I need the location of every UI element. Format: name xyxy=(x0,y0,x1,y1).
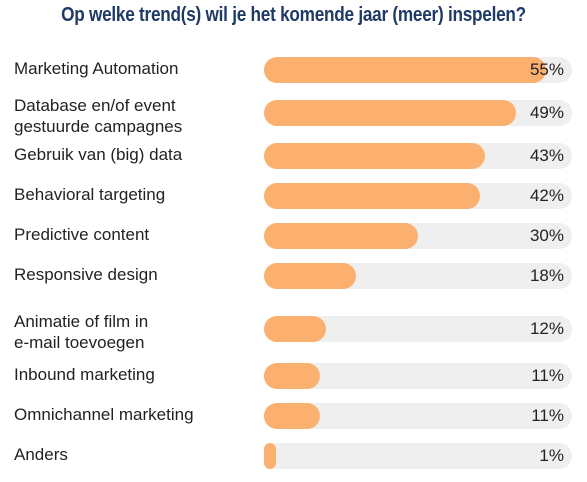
bar-label: Behavioral targeting xyxy=(14,185,166,204)
bar-value-label: 11% xyxy=(531,406,564,425)
bar-track xyxy=(264,363,572,389)
bar-row: Responsive design 18% xyxy=(0,260,587,302)
bar-label: Predictive content xyxy=(14,225,150,244)
bar-row: Omnichannel marketing 11% xyxy=(0,400,587,442)
bar xyxy=(264,403,321,429)
bar-label: Anders xyxy=(14,445,68,464)
chart-title: Op welke trend(s) wil je het komende jaa… xyxy=(61,4,526,26)
bar-value-label: 1% xyxy=(539,446,564,465)
bar-value-label: 30% xyxy=(529,226,564,245)
bar-value-label: 43% xyxy=(529,146,564,165)
bar-label: Inbound marketing xyxy=(14,365,155,384)
bar-value-label: 55% xyxy=(529,60,564,79)
bar xyxy=(264,363,321,389)
bar-track xyxy=(264,403,572,429)
bar-value-label: 49% xyxy=(529,103,564,122)
bar xyxy=(264,223,418,249)
bar-row: Gebruik van (big) data 43% xyxy=(0,140,587,182)
bar-row: Behavioral targeting 42% xyxy=(0,180,587,222)
bar-track xyxy=(264,143,572,169)
bar-row: Marketing Automation 55% xyxy=(0,54,587,96)
bar-track xyxy=(264,263,572,289)
bar-value-label: 11% xyxy=(531,366,564,385)
bar-row: Predictive content 30% xyxy=(0,220,587,262)
bar-track xyxy=(264,223,572,249)
bar-track xyxy=(264,57,572,83)
bar xyxy=(264,143,485,169)
bar-track xyxy=(264,443,572,469)
bar-label: Animatie of film in e-mail toevoegen xyxy=(14,312,149,352)
bar-label: Omnichannel marketing xyxy=(14,405,194,424)
bar xyxy=(264,183,480,209)
bar xyxy=(264,100,516,126)
bar-row: Anders 1% xyxy=(0,440,587,482)
bar-track xyxy=(264,316,572,342)
bar xyxy=(264,57,547,83)
bar-value-label: 18% xyxy=(529,266,564,285)
bar-label: Responsive design xyxy=(14,265,158,284)
bar xyxy=(264,316,326,342)
bar-row: Inbound marketing 11% xyxy=(0,360,587,402)
bar-row: Database en/of event gestuurde campagnes… xyxy=(0,94,587,136)
bar-value-label: 12% xyxy=(529,319,564,338)
bar-row: Animatie of film in e-mail toevoegen 12% xyxy=(0,310,587,352)
bar xyxy=(264,443,276,469)
bar-label: Marketing Automation xyxy=(14,59,179,78)
bar-value-label: 42% xyxy=(529,186,564,205)
bar-track xyxy=(264,183,572,209)
bar xyxy=(264,263,357,289)
bar-track xyxy=(264,100,572,126)
bar-label: Gebruik van (big) data xyxy=(14,145,183,164)
bar-label: Database en/of event gestuurde campagnes xyxy=(14,96,183,136)
